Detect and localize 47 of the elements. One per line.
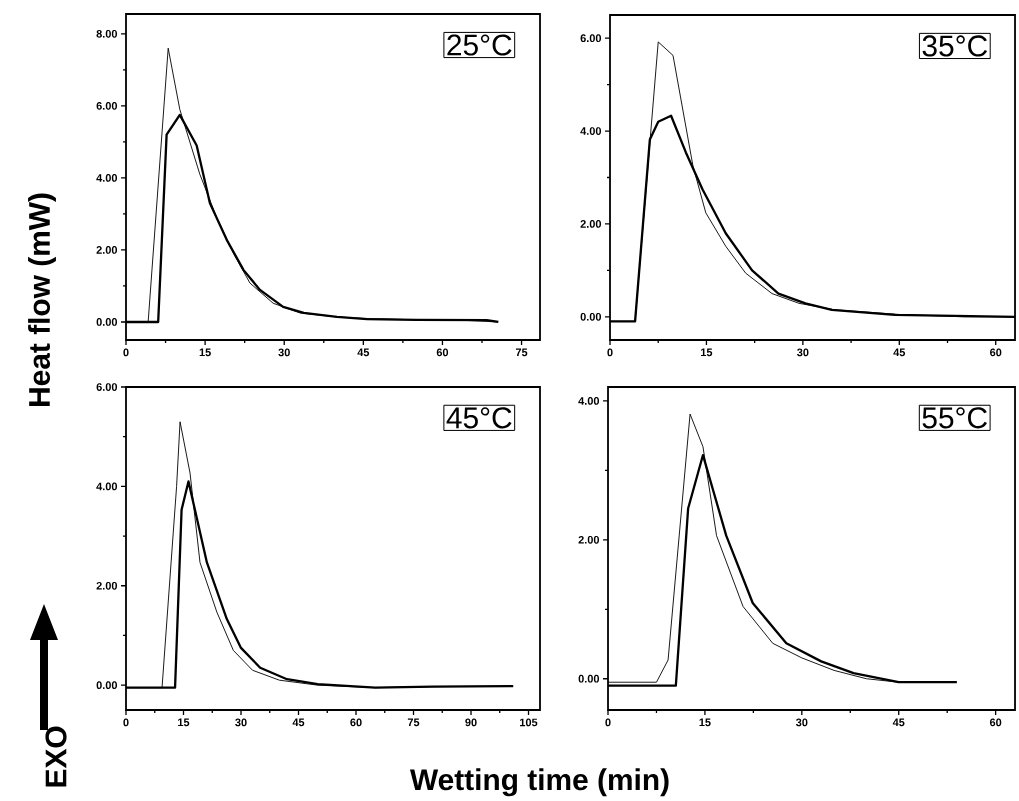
x-tick-label: 0 bbox=[123, 718, 129, 727]
x-tick-label: 60 bbox=[350, 718, 362, 727]
text: EXO bbox=[45, 726, 67, 787]
annotation: 45°C bbox=[446, 407, 512, 429]
y-tick-label: 6.00 bbox=[580, 34, 602, 43]
y-tick-label: 2.00 bbox=[96, 246, 118, 254]
y-tick-label: 4.00 bbox=[578, 397, 600, 405]
x-tick-label: 30 bbox=[797, 348, 809, 357]
y-tick-label: 0.00 bbox=[96, 318, 118, 326]
y-tick-label: 4.00 bbox=[96, 482, 118, 491]
y-tick-label: 6.00 bbox=[96, 383, 118, 391]
y-tick-label: 8.00 bbox=[96, 29, 118, 38]
y-tick-label: 6.00 bbox=[96, 101, 118, 110]
x-tick-label: 45 bbox=[892, 718, 905, 727]
x-tick-label: 15 bbox=[701, 348, 713, 357]
x-axis-title: Wetting time (min) bbox=[409, 768, 669, 797]
x-tick-label: 0 bbox=[607, 348, 613, 357]
x-tick-label: 60 bbox=[436, 348, 449, 357]
y-tick-label: 0.00 bbox=[578, 674, 600, 683]
x-tick-label: 75 bbox=[407, 718, 420, 727]
x-tick-label: 105 bbox=[520, 718, 538, 727]
y-tick-label: 0.00 bbox=[96, 681, 118, 690]
x-tick-label: 0 bbox=[123, 348, 129, 357]
x-tick-label: 60 bbox=[990, 348, 1002, 357]
y-tick-label: 2.00 bbox=[580, 220, 602, 228]
annotation: 55°C bbox=[922, 407, 987, 429]
y-axis-title: Heat flow (mW) bbox=[28, 193, 56, 406]
y-tick-label: 4.00 bbox=[580, 127, 602, 135]
x-tick-label: 60 bbox=[989, 718, 1002, 727]
x-tick-label: 75 bbox=[515, 348, 528, 357]
x-tick-label: 30 bbox=[235, 718, 247, 727]
y-tick-label: 4.00 bbox=[96, 174, 118, 182]
annotation: 35°C bbox=[922, 35, 988, 57]
x-tick-label: 15 bbox=[178, 718, 190, 727]
annotation: 25°C bbox=[447, 34, 512, 56]
y-tick-label: 0.00 bbox=[580, 312, 602, 321]
y-tick-label: 2.00 bbox=[578, 535, 600, 544]
x-tick-label: 45 bbox=[357, 348, 370, 357]
x-tick-label: 90 bbox=[465, 718, 477, 727]
x-tick-label: 0 bbox=[605, 718, 611, 727]
x-tick-label: 30 bbox=[795, 718, 808, 727]
x-tick-label: 15 bbox=[199, 348, 211, 357]
x-tick-label: 45 bbox=[893, 348, 906, 357]
x-tick-label: 45 bbox=[292, 718, 305, 727]
x-tick-label: 15 bbox=[699, 718, 711, 727]
x-tick-label: 30 bbox=[278, 348, 290, 357]
y-tick-label: 2.00 bbox=[96, 581, 118, 590]
